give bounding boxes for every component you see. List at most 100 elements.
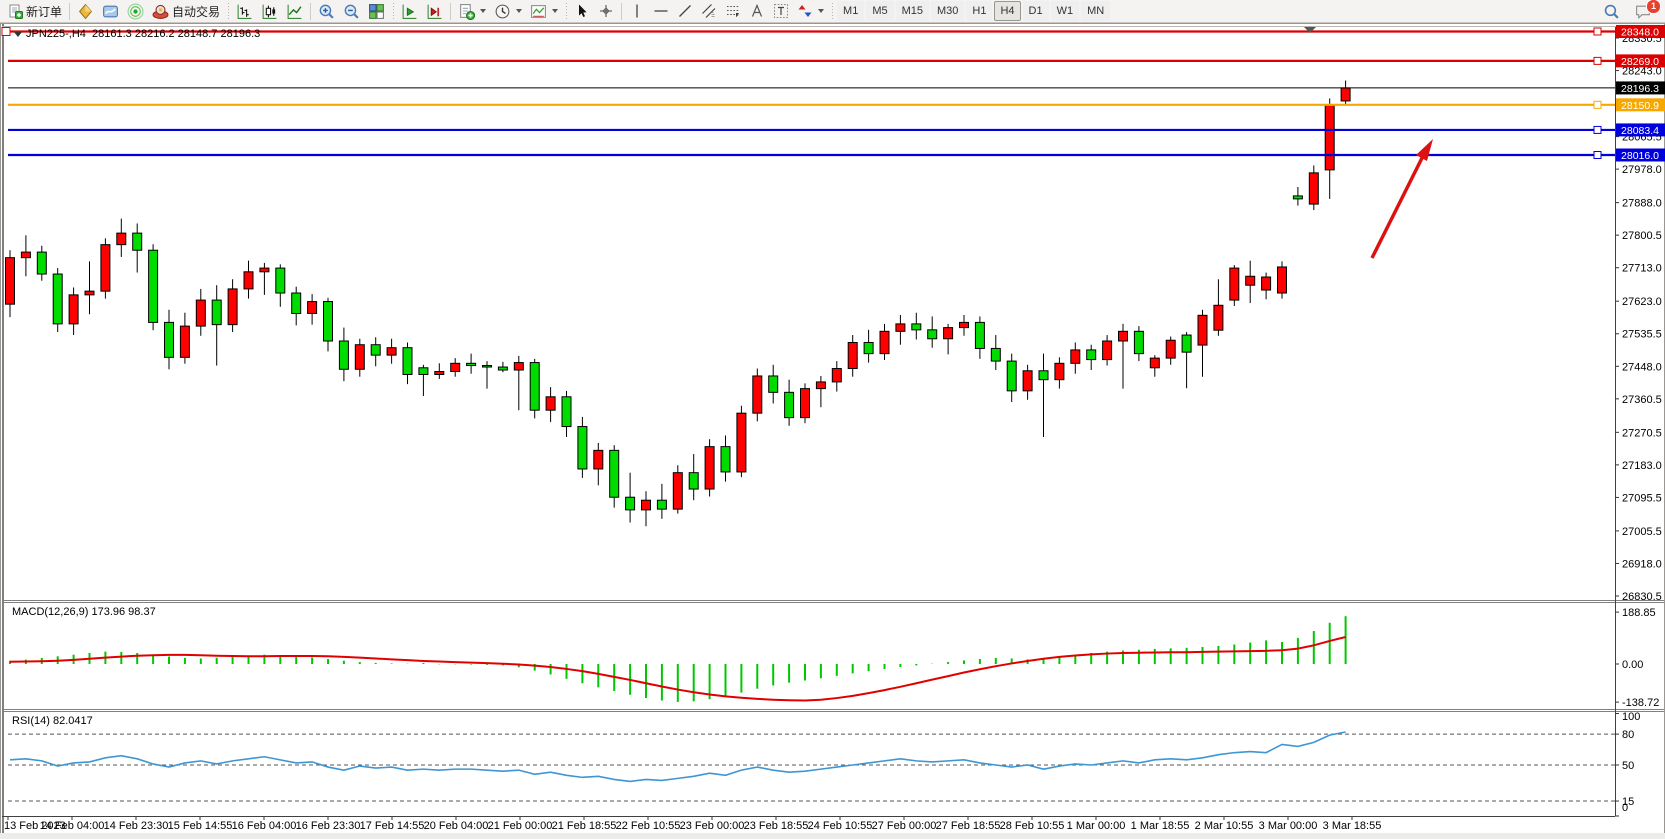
chart-profile-button[interactable] [98, 1, 123, 21]
cursor-icon [579, 4, 587, 17]
price-tick-label: 27360.5 [1622, 394, 1662, 406]
candle-body [1181, 334, 1192, 353]
price-line-label-bg [1616, 98, 1665, 112]
new-order-label: 新订单 [26, 4, 63, 19]
bar-chart-mode-button[interactable] [232, 1, 257, 21]
toolbar-grip [564, 2, 569, 20]
timeframe-d1[interactable]: D1 [1022, 1, 1049, 21]
bottom-strip [0, 833, 1665, 839]
equidistant-channel-tool-button[interactable] [697, 1, 721, 21]
chart-title: JPN225-,H4 28161.3 28216.2 28148.7 28196… [14, 28, 260, 40]
clock-icon [495, 4, 510, 18]
line-chart-mode-button[interactable] [282, 1, 307, 21]
fibonacci-icon [727, 6, 740, 17]
chart-window-frame [0, 23, 1665, 839]
chart-shift-icon [402, 4, 417, 19]
candle-body [1149, 357, 1160, 369]
autotrading-label: 自动交易 [172, 4, 221, 19]
candle-body [927, 329, 938, 340]
candle-body [84, 290, 95, 296]
line-handle[interactable] [1593, 100, 1602, 109]
line-handle[interactable] [1593, 150, 1602, 159]
candle-body [1070, 349, 1081, 364]
chart-shift-button[interactable] [397, 1, 422, 21]
arrows-tool-button[interactable] [793, 1, 828, 21]
zoom-out-icon [344, 4, 359, 19]
zoom-in-button[interactable] [314, 1, 339, 21]
search-button[interactable] [1599, 1, 1624, 21]
horizontal-line-tool-button[interactable] [649, 1, 673, 21]
candle-body [466, 362, 477, 367]
candle-body [1229, 267, 1240, 301]
trend-arrow-object[interactable] [1370, 157, 1424, 259]
time-tick-label: 28 Feb 10:55 [1000, 820, 1065, 832]
trendline-tool-button[interactable] [673, 1, 697, 21]
line-handle[interactable] [1593, 125, 1602, 134]
time-tick-label: 23 Feb 00:00 [680, 820, 745, 832]
line-handle[interactable] [1593, 56, 1602, 65]
trend-arrow-head[interactable] [1416, 139, 1433, 161]
candle-body [641, 499, 651, 511]
timeframe-w1[interactable]: W1 [1050, 1, 1080, 21]
timeframe-m1[interactable]: M1 [837, 1, 865, 21]
fibonacci-tool-button[interactable] [721, 1, 745, 21]
arrows-icon [798, 5, 812, 17]
time-tick-label: 16 Feb 04:00 [232, 820, 297, 832]
rsi-indicator-label: RSI(14) 82.0417 [12, 715, 93, 727]
cursor-tool-button[interactable] [570, 1, 594, 21]
new-order-button[interactable]: 新订单 [3, 1, 66, 21]
candlestick-mode-button[interactable] [257, 1, 282, 21]
candle-body [1133, 330, 1144, 355]
timeframe-h4[interactable]: H4 [994, 1, 1021, 21]
market-watch-button[interactable] [73, 1, 98, 21]
toolbar-grip [226, 2, 231, 20]
periods-button[interactable] [490, 1, 526, 21]
candle-body [211, 299, 222, 326]
zoom-in-icon [319, 4, 334, 19]
new-chart-button[interactable] [454, 1, 490, 21]
autotrading-button[interactable]: 自动交易 [148, 1, 224, 21]
candle-body [307, 301, 318, 314]
candle-body [275, 267, 286, 294]
rsi-scale-label: 15 [1622, 796, 1634, 808]
timeframe-m5[interactable]: M5 [866, 1, 894, 21]
price-tick-label: 27888.0 [1622, 198, 1662, 210]
notifications-button[interactable]: 1 [1630, 0, 1661, 21]
zoom-out-button[interactable] [339, 1, 364, 21]
line-handle[interactable] [1593, 27, 1602, 36]
chart-autoscroll-button[interactable] [422, 1, 447, 21]
text-label-tool-button[interactable] [769, 1, 793, 21]
candle-body [990, 347, 1001, 362]
timeframe-h1[interactable]: H1 [966, 1, 993, 21]
timeframe-m30[interactable]: M30 [931, 1, 965, 21]
candle-body [672, 472, 683, 510]
timeframe-m15[interactable]: M15 [895, 1, 929, 21]
candle-body [291, 292, 302, 314]
rsi-scale-label: 50 [1622, 760, 1634, 772]
text-tool-button[interactable] [745, 1, 769, 21]
candle-body [1324, 104, 1335, 171]
candle-body [1102, 340, 1113, 361]
candle-body [1165, 339, 1176, 359]
candle-body [513, 362, 524, 371]
candle-body [943, 327, 954, 340]
timeframe-mn[interactable]: MN [1081, 1, 1111, 21]
candle-body [704, 446, 715, 490]
trendline-icon [679, 5, 691, 17]
vertical-line-tool-button[interactable] [625, 1, 649, 21]
crosshair-tool-button[interactable] [594, 1, 618, 21]
tile-windows-button[interactable] [364, 1, 389, 21]
line-handle[interactable] [1, 26, 11, 36]
price-tick-label: 27448.0 [1622, 361, 1662, 373]
candle-body [1022, 370, 1033, 392]
signals-button[interactable] [123, 1, 148, 21]
candle-body [354, 344, 365, 370]
chart-menu-icon[interactable] [14, 31, 22, 37]
candle-body [720, 446, 731, 473]
time-tick-label: 16 Feb 23:30 [296, 820, 361, 832]
candle-body [132, 232, 143, 251]
chart-title-text: JPN225-,H4 28161.3 28216.2 28148.7 28196… [26, 28, 261, 40]
candle-body [1261, 276, 1272, 291]
templates-button[interactable] [526, 1, 562, 21]
